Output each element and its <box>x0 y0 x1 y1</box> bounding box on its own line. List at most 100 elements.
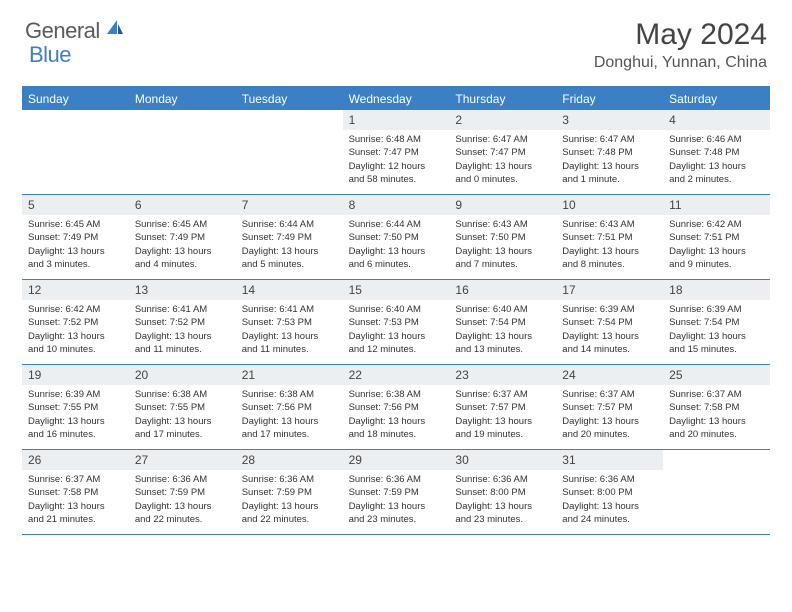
daylight-text: Daylight: 13 hours and 5 minutes. <box>242 245 337 272</box>
sunset-text: Sunset: 7:49 PM <box>242 231 337 244</box>
day-number: 17 <box>556 280 663 300</box>
day-number: 19 <box>22 365 129 385</box>
day-number: 14 <box>236 280 343 300</box>
weekday-header: Monday <box>129 88 236 110</box>
day-cell: 15Sunrise: 6:40 AMSunset: 7:53 PMDayligh… <box>343 280 450 364</box>
day-cell: 21Sunrise: 6:38 AMSunset: 7:56 PMDayligh… <box>236 365 343 449</box>
sunset-text: Sunset: 7:52 PM <box>135 316 230 329</box>
daylight-text: Daylight: 13 hours and 3 minutes. <box>28 245 123 272</box>
sunrise-text: Sunrise: 6:48 AM <box>349 133 444 146</box>
day-cell: 31Sunrise: 6:36 AMSunset: 8:00 PMDayligh… <box>556 450 663 534</box>
day-cell: 25Sunrise: 6:37 AMSunset: 7:58 PMDayligh… <box>663 365 770 449</box>
week-row: 12Sunrise: 6:42 AMSunset: 7:52 PMDayligh… <box>22 280 770 365</box>
day-details: Sunrise: 6:47 AMSunset: 7:47 PMDaylight:… <box>449 130 556 192</box>
day-number: 25 <box>663 365 770 385</box>
logo-text-blue: Blue <box>29 42 71 68</box>
day-number: 12 <box>22 280 129 300</box>
sunset-text: Sunset: 7:59 PM <box>135 486 230 499</box>
day-details: Sunrise: 6:42 AMSunset: 7:51 PMDaylight:… <box>663 215 770 277</box>
day-details: Sunrise: 6:45 AMSunset: 7:49 PMDaylight:… <box>129 215 236 277</box>
day-number: 15 <box>343 280 450 300</box>
day-cell: 29Sunrise: 6:36 AMSunset: 7:59 PMDayligh… <box>343 450 450 534</box>
sunset-text: Sunset: 7:49 PM <box>28 231 123 244</box>
sunrise-text: Sunrise: 6:36 AM <box>455 473 550 486</box>
day-cell: 1Sunrise: 6:48 AMSunset: 7:47 PMDaylight… <box>343 110 450 194</box>
day-details: Sunrise: 6:36 AMSunset: 7:59 PMDaylight:… <box>236 470 343 532</box>
sunrise-text: Sunrise: 6:37 AM <box>28 473 123 486</box>
day-cell: 10Sunrise: 6:43 AMSunset: 7:51 PMDayligh… <box>556 195 663 279</box>
location: Donghui, Yunnan, China <box>594 54 767 72</box>
sunset-text: Sunset: 7:57 PM <box>455 401 550 414</box>
sunrise-text: Sunrise: 6:39 AM <box>562 303 657 316</box>
daylight-text: Daylight: 13 hours and 23 minutes. <box>349 500 444 527</box>
day-number: 26 <box>22 450 129 470</box>
sunrise-text: Sunrise: 6:40 AM <box>349 303 444 316</box>
sunrise-text: Sunrise: 6:37 AM <box>455 388 550 401</box>
day-cell: 7Sunrise: 6:44 AMSunset: 7:49 PMDaylight… <box>236 195 343 279</box>
sunset-text: Sunset: 7:54 PM <box>562 316 657 329</box>
sunrise-text: Sunrise: 6:36 AM <box>242 473 337 486</box>
daylight-text: Daylight: 13 hours and 7 minutes. <box>455 245 550 272</box>
daylight-text: Daylight: 13 hours and 23 minutes. <box>455 500 550 527</box>
sunrise-text: Sunrise: 6:41 AM <box>242 303 337 316</box>
day-number: 9 <box>449 195 556 215</box>
month-title: May 2024 <box>594 18 767 52</box>
day-details: Sunrise: 6:37 AMSunset: 7:57 PMDaylight:… <box>449 385 556 447</box>
weekday-header: Wednesday <box>343 88 450 110</box>
day-details: Sunrise: 6:45 AMSunset: 7:49 PMDaylight:… <box>22 215 129 277</box>
weekday-header: Friday <box>556 88 663 110</box>
day-details: Sunrise: 6:44 AMSunset: 7:50 PMDaylight:… <box>343 215 450 277</box>
daylight-text: Daylight: 13 hours and 19 minutes. <box>455 415 550 442</box>
day-cell <box>663 450 770 534</box>
sunrise-text: Sunrise: 6:38 AM <box>242 388 337 401</box>
day-number: 21 <box>236 365 343 385</box>
day-cell <box>129 110 236 194</box>
day-cell: 26Sunrise: 6:37 AMSunset: 7:58 PMDayligh… <box>22 450 129 534</box>
weekday-header: Thursday <box>449 88 556 110</box>
daylight-text: Daylight: 13 hours and 0 minutes. <box>455 160 550 187</box>
daylight-text: Daylight: 13 hours and 6 minutes. <box>349 245 444 272</box>
day-cell <box>22 110 129 194</box>
day-cell: 24Sunrise: 6:37 AMSunset: 7:57 PMDayligh… <box>556 365 663 449</box>
day-details: Sunrise: 6:43 AMSunset: 7:50 PMDaylight:… <box>449 215 556 277</box>
day-number: 27 <box>129 450 236 470</box>
daylight-text: Daylight: 13 hours and 11 minutes. <box>242 330 337 357</box>
day-cell: 28Sunrise: 6:36 AMSunset: 7:59 PMDayligh… <box>236 450 343 534</box>
sunset-text: Sunset: 7:47 PM <box>455 146 550 159</box>
day-number: 10 <box>556 195 663 215</box>
day-number: 6 <box>129 195 236 215</box>
daylight-text: Daylight: 13 hours and 9 minutes. <box>669 245 764 272</box>
header: General May 2024 Donghui, Yunnan, China <box>0 0 792 80</box>
logo-sail-icon <box>105 18 125 41</box>
daylight-text: Daylight: 13 hours and 14 minutes. <box>562 330 657 357</box>
sunrise-text: Sunrise: 6:38 AM <box>135 388 230 401</box>
sunrise-text: Sunrise: 6:47 AM <box>455 133 550 146</box>
day-number: 11 <box>663 195 770 215</box>
day-number: 5 <box>22 195 129 215</box>
logo: General <box>25 18 127 44</box>
day-cell: 27Sunrise: 6:36 AMSunset: 7:59 PMDayligh… <box>129 450 236 534</box>
day-details: Sunrise: 6:38 AMSunset: 7:56 PMDaylight:… <box>236 385 343 447</box>
sunrise-text: Sunrise: 6:44 AM <box>242 218 337 231</box>
day-cell: 18Sunrise: 6:39 AMSunset: 7:54 PMDayligh… <box>663 280 770 364</box>
sunrise-text: Sunrise: 6:41 AM <box>135 303 230 316</box>
day-number: 18 <box>663 280 770 300</box>
day-cell: 11Sunrise: 6:42 AMSunset: 7:51 PMDayligh… <box>663 195 770 279</box>
sunrise-text: Sunrise: 6:36 AM <box>349 473 444 486</box>
day-details: Sunrise: 6:37 AMSunset: 7:58 PMDaylight:… <box>22 470 129 532</box>
day-cell: 4Sunrise: 6:46 AMSunset: 7:48 PMDaylight… <box>663 110 770 194</box>
sunset-text: Sunset: 7:49 PM <box>135 231 230 244</box>
day-cell: 23Sunrise: 6:37 AMSunset: 7:57 PMDayligh… <box>449 365 556 449</box>
day-number: 3 <box>556 110 663 130</box>
day-cell: 16Sunrise: 6:40 AMSunset: 7:54 PMDayligh… <box>449 280 556 364</box>
week-row: 19Sunrise: 6:39 AMSunset: 7:55 PMDayligh… <box>22 365 770 450</box>
sunrise-text: Sunrise: 6:36 AM <box>135 473 230 486</box>
day-cell <box>236 110 343 194</box>
day-cell: 6Sunrise: 6:45 AMSunset: 7:49 PMDaylight… <box>129 195 236 279</box>
day-number <box>663 450 770 456</box>
day-cell: 19Sunrise: 6:39 AMSunset: 7:55 PMDayligh… <box>22 365 129 449</box>
day-details: Sunrise: 6:39 AMSunset: 7:54 PMDaylight:… <box>556 300 663 362</box>
daylight-text: Daylight: 13 hours and 10 minutes. <box>28 330 123 357</box>
daylight-text: Daylight: 13 hours and 20 minutes. <box>669 415 764 442</box>
daylight-text: Daylight: 13 hours and 13 minutes. <box>455 330 550 357</box>
